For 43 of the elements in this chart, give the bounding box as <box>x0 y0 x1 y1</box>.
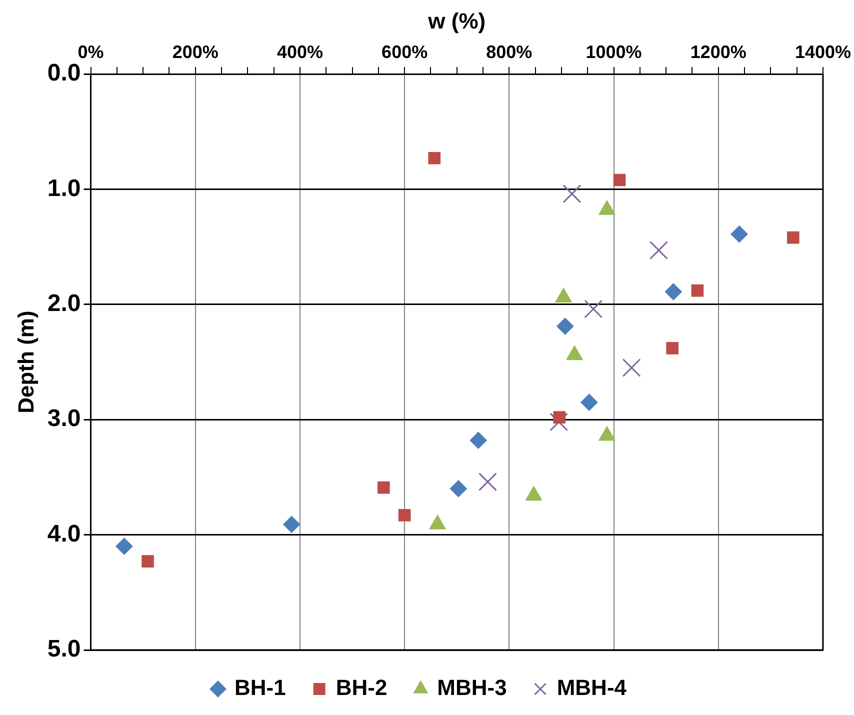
x-tick-label: 800% <box>486 42 532 62</box>
x-tick-label: 1200% <box>690 42 746 62</box>
point <box>613 174 626 186</box>
y-tick-label: 0.0 <box>47 60 81 87</box>
point <box>550 412 568 432</box>
legend-label: BH-1 <box>234 675 286 700</box>
legend-label: MBH-4 <box>556 675 628 700</box>
point <box>283 516 300 533</box>
y-tick-label: 2.0 <box>47 290 81 318</box>
point <box>142 555 154 568</box>
point <box>580 394 598 411</box>
x-tick-label: 400% <box>276 42 323 62</box>
x-tick-label: 600% <box>382 42 428 62</box>
point <box>691 284 704 297</box>
point <box>650 241 668 260</box>
point <box>666 342 679 354</box>
x-tick-label: 1000% <box>586 42 642 62</box>
point <box>116 538 133 555</box>
point <box>556 318 574 335</box>
point <box>428 152 441 164</box>
y-tick-label: 5.0 <box>47 636 81 663</box>
legend-label: MBH-3 <box>437 675 507 700</box>
point <box>478 472 497 492</box>
point <box>730 226 748 243</box>
x-tick-label: 0% <box>78 42 104 62</box>
y-tick-label: 4.0 <box>47 520 81 548</box>
point <box>398 509 411 522</box>
point <box>622 358 641 377</box>
x-tick-label: 200% <box>172 42 218 62</box>
x-axis-title: w (%) <box>427 8 486 34</box>
point <box>664 283 682 300</box>
point <box>470 432 487 449</box>
point <box>450 480 467 498</box>
point <box>377 481 390 494</box>
point <box>553 411 566 424</box>
y-tick-label: 1.0 <box>47 174 81 202</box>
point <box>787 231 800 244</box>
point <box>584 300 603 318</box>
y-tick-label: 3.0 <box>47 405 81 432</box>
x-tick-label: 1400% <box>794 42 852 62</box>
legend-label: BH-2 <box>336 675 388 700</box>
point <box>562 184 582 204</box>
y-axis-title: Depth (m) <box>13 310 38 414</box>
